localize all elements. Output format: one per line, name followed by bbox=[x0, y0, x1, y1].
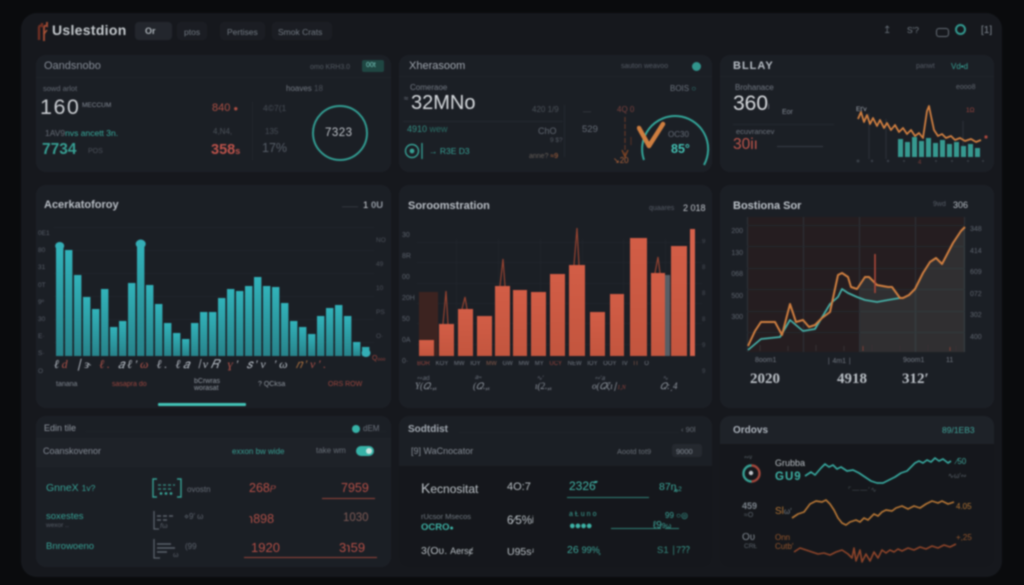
svg-text:ω: ω bbox=[173, 552, 179, 559]
svg-text:Et'v: Et'v bbox=[856, 106, 867, 113]
svg-text:1Ω: 1Ω bbox=[966, 107, 975, 114]
svg-text:𝑓ω: 𝑓ω bbox=[160, 522, 168, 530]
svg-text:4: 4 bbox=[918, 160, 922, 166]
